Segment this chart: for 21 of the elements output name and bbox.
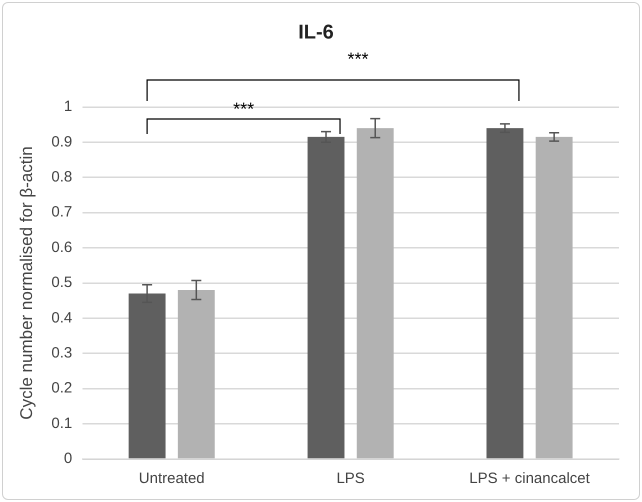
y-tick-label: 0.2 — [51, 380, 72, 397]
text: *** — [347, 49, 369, 69]
y-tick-label: 0 — [64, 450, 72, 468]
x-tick-label: LPS + cinancalcet — [469, 470, 591, 488]
bar — [356, 128, 394, 458]
x-tick-label: LPS — [336, 470, 365, 488]
y-tick-label: 0.5 — [51, 274, 72, 292]
bar — [178, 290, 215, 458]
bar — [536, 136, 573, 458]
y-tick-label: 0.9 — [51, 133, 72, 150]
chart-title: IL-6 — [298, 22, 334, 44]
annotation: *** — [233, 99, 254, 119]
y-tick-label: 0.6 — [51, 238, 72, 256]
y-axis-title: Cycle number normalised for β-actin — [16, 146, 36, 420]
y-tick-label: 0.8 — [51, 168, 72, 186]
y-tick-label: 1 — [64, 98, 72, 116]
x-tick-label: Untreated — [138, 470, 205, 488]
y-tick-label: 0.7 — [51, 204, 72, 221]
y-tick-label: 0.4 — [51, 309, 72, 326]
y-tick-label: 0.3 — [51, 344, 72, 362]
y-tick-label: 0.1 — [51, 414, 72, 432]
